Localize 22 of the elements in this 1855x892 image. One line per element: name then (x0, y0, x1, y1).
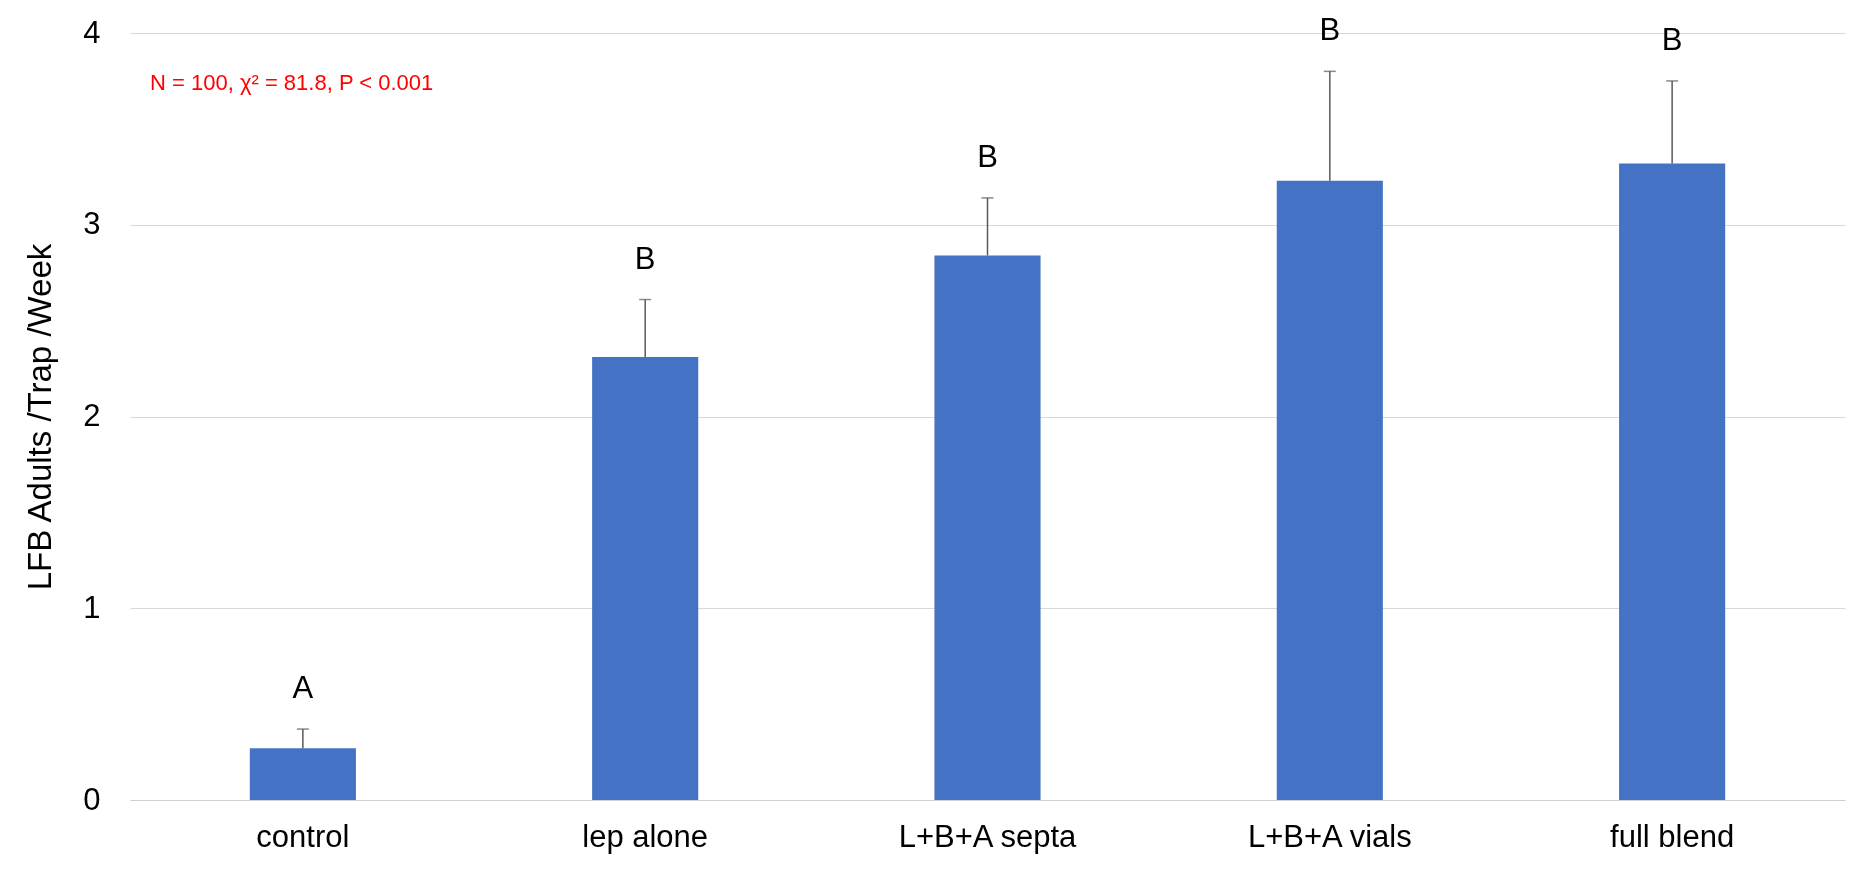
annotation: N = 100, χ² = 81.8, P < 0.001 (150, 70, 434, 95)
x-tick-label: control (256, 818, 350, 854)
y-tick-label: 2 (83, 398, 101, 433)
annotation: B (977, 138, 998, 174)
x-tick-label: L+B+A septa (898, 818, 1078, 854)
x-tick-label: lep alone (582, 818, 709, 854)
x-tick-label: full blend (1610, 818, 1735, 854)
bar (1276, 180, 1383, 800)
y-tick-label: 4 (83, 14, 101, 50)
annotation: B (1661, 21, 1683, 57)
y-tick-label: 0 (83, 781, 101, 817)
x-tick-label: L+B+A vials (1247, 818, 1412, 854)
bar (592, 357, 699, 800)
bar (1619, 163, 1726, 800)
bar (249, 748, 356, 800)
annotation: B (634, 240, 656, 276)
annotation: A (292, 670, 314, 706)
annotation: B (1319, 12, 1341, 48)
bar (934, 255, 1041, 800)
y-tick-label: 1 (83, 589, 101, 625)
y-axis-title: LFB Adults /Trap /Week (21, 243, 59, 591)
y-tick-label: 3 (83, 206, 101, 242)
